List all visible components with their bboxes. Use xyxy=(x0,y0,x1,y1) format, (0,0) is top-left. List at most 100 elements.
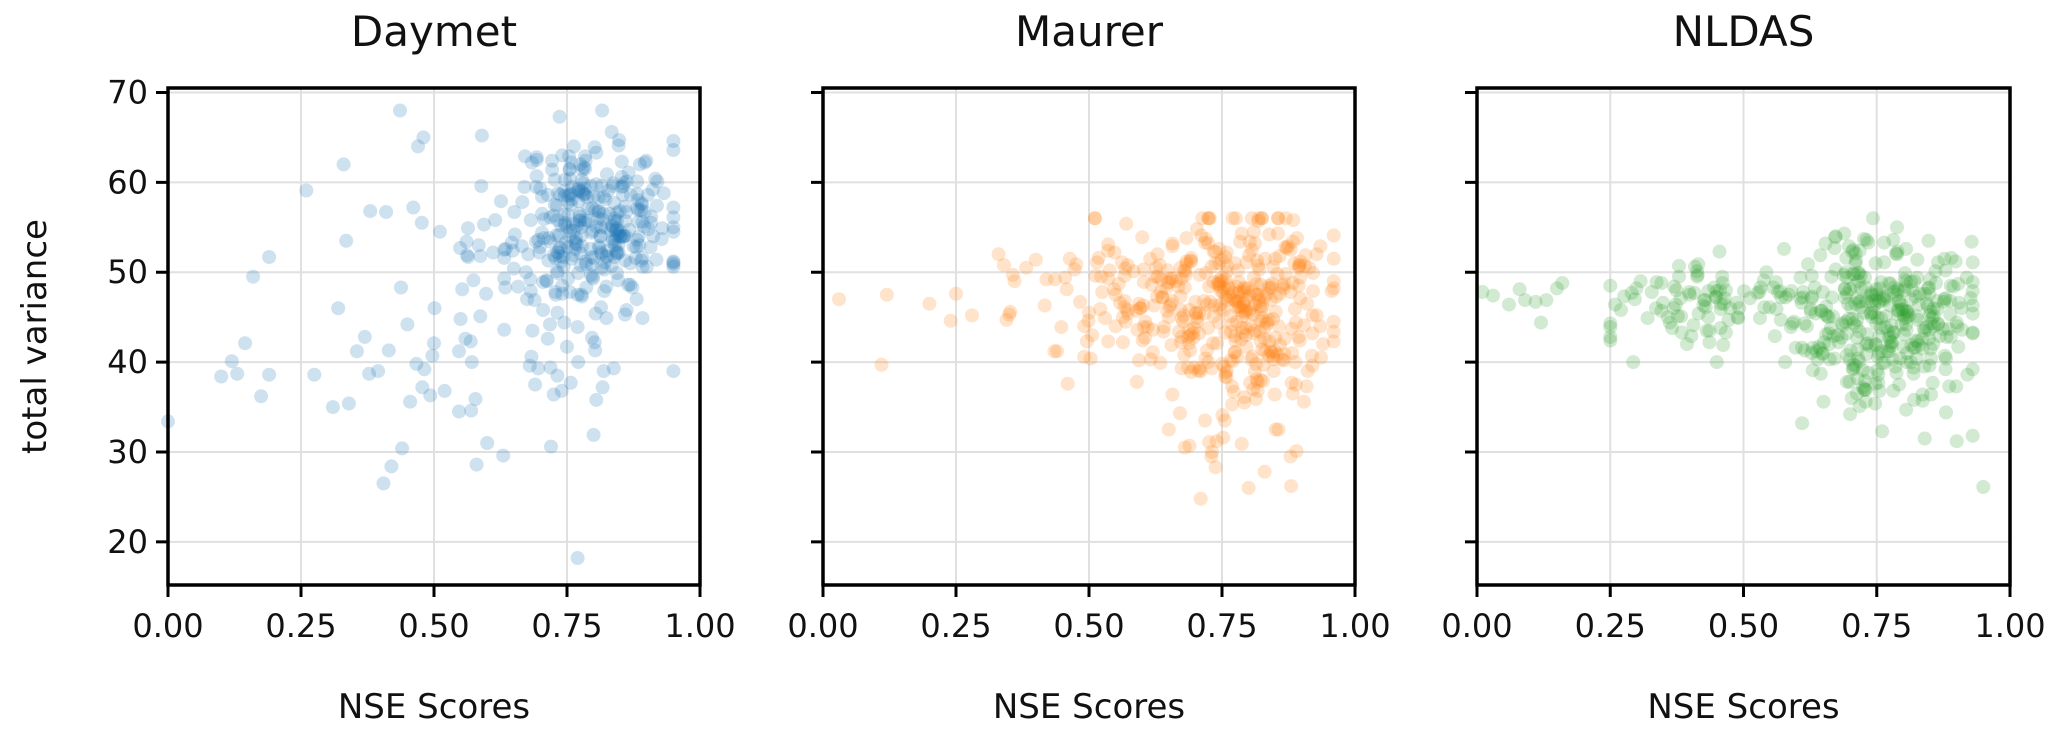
data-point xyxy=(1870,349,1885,364)
data-point xyxy=(571,266,586,281)
data-point xyxy=(1268,330,1283,345)
data-point xyxy=(666,210,681,225)
data-point xyxy=(1842,374,1857,389)
data-point xyxy=(1162,275,1177,290)
data-point xyxy=(393,103,407,118)
data-point xyxy=(1894,297,1909,312)
data-point xyxy=(1196,294,1211,308)
data-point xyxy=(473,309,488,324)
data-point xyxy=(1555,276,1570,290)
data-point xyxy=(571,182,586,197)
data-point xyxy=(262,250,277,264)
data-point xyxy=(1882,338,1897,353)
data-point xyxy=(1326,314,1341,329)
data-point xyxy=(1253,277,1268,292)
data-point xyxy=(1118,314,1133,329)
data-point xyxy=(550,213,565,228)
data-point xyxy=(1186,330,1201,345)
data-point xyxy=(1183,328,1198,343)
data-point xyxy=(1276,281,1291,296)
data-point xyxy=(1245,349,1260,364)
data-point xyxy=(1102,263,1117,278)
data-point xyxy=(1165,387,1180,402)
data-point xyxy=(1665,321,1680,335)
data-point xyxy=(1869,282,1884,297)
data-point xyxy=(1672,258,1686,273)
data-point xyxy=(1218,325,1233,340)
data-point xyxy=(1182,322,1196,337)
data-point xyxy=(1868,376,1883,391)
data-point xyxy=(1250,253,1265,268)
data-point xyxy=(1285,346,1300,361)
data-point xyxy=(1860,327,1875,342)
data-point xyxy=(1234,226,1249,241)
data-point xyxy=(1886,383,1901,398)
data-point xyxy=(1252,299,1267,314)
data-point xyxy=(453,241,468,255)
data-point xyxy=(535,189,549,204)
data-point xyxy=(1276,353,1291,368)
data-point xyxy=(1137,330,1152,345)
data-point xyxy=(1202,211,1217,226)
data-point xyxy=(299,183,314,198)
data-point xyxy=(1173,289,1188,304)
data-point xyxy=(629,292,644,307)
data-point xyxy=(1218,365,1233,380)
data-point xyxy=(1165,239,1180,254)
data-point xyxy=(613,229,628,244)
data-point xyxy=(1268,304,1283,319)
data-point xyxy=(1690,267,1705,282)
data-point xyxy=(635,259,650,274)
data-point xyxy=(1906,360,1921,375)
data-point xyxy=(586,427,601,442)
data-point xyxy=(1627,292,1642,307)
data-point xyxy=(1603,278,1618,293)
data-point xyxy=(1845,244,1860,259)
data-point xyxy=(1837,281,1852,296)
data-point xyxy=(1644,285,1659,299)
data-point xyxy=(1085,328,1100,343)
data-point xyxy=(1264,345,1279,360)
data-point xyxy=(1202,435,1217,450)
data-point xyxy=(1193,491,1208,506)
data-point xyxy=(1129,374,1144,389)
data-point xyxy=(1888,359,1903,374)
data-point xyxy=(1237,282,1252,297)
data-point xyxy=(1278,211,1293,226)
data-point xyxy=(623,277,638,292)
data-point xyxy=(1801,257,1815,272)
data-point xyxy=(553,187,568,202)
data-point xyxy=(1237,395,1252,410)
data-point xyxy=(1877,356,1892,370)
data-point xyxy=(1797,316,1812,331)
data-point xyxy=(1255,342,1270,357)
data-point xyxy=(609,244,624,259)
data-point xyxy=(1232,285,1247,299)
data-point xyxy=(1050,344,1065,359)
data-point xyxy=(1654,303,1669,318)
data-point xyxy=(331,301,346,316)
data-point xyxy=(1126,264,1141,279)
data-point xyxy=(1108,319,1123,334)
data-point xyxy=(1296,318,1311,333)
data-point xyxy=(1204,259,1219,274)
data-point xyxy=(1891,294,1906,309)
data-point xyxy=(517,179,532,194)
data-point xyxy=(612,133,627,148)
data-point xyxy=(1899,279,1914,294)
data-point xyxy=(400,317,415,332)
data-point xyxy=(1868,337,1883,352)
data-point xyxy=(414,215,429,230)
data-point xyxy=(1227,345,1242,360)
data-point xyxy=(381,343,396,358)
data-point xyxy=(464,355,479,370)
data-point xyxy=(666,364,681,379)
data-point xyxy=(1246,224,1261,239)
data-point xyxy=(1262,227,1277,242)
data-point xyxy=(1226,384,1241,399)
data-point xyxy=(1838,314,1853,329)
data-point xyxy=(1255,299,1270,314)
data-point xyxy=(1309,308,1324,323)
data-point xyxy=(594,245,608,260)
data-point xyxy=(1207,298,1222,313)
